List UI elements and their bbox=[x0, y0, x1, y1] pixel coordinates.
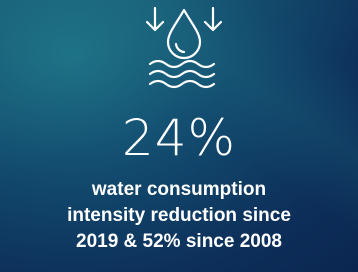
droplet-shine bbox=[176, 44, 184, 52]
water-icon bbox=[0, 0, 358, 100]
wave bbox=[150, 81, 214, 87]
wave bbox=[150, 71, 214, 77]
description-line: 2019 & 52% since 2008 bbox=[0, 229, 358, 255]
arrow-right bbox=[205, 8, 221, 30]
arrow-left bbox=[147, 8, 163, 30]
droplet bbox=[168, 10, 200, 58]
description-line: intensity reduction since bbox=[0, 203, 358, 229]
stat-description: water consumption intensity reduction si… bbox=[0, 177, 358, 255]
wave bbox=[150, 61, 214, 67]
infographic: 24% water consumption intensity reductio… bbox=[0, 0, 358, 272]
stat-value: 24% bbox=[0, 108, 358, 168]
description-line: water consumption bbox=[0, 177, 358, 203]
